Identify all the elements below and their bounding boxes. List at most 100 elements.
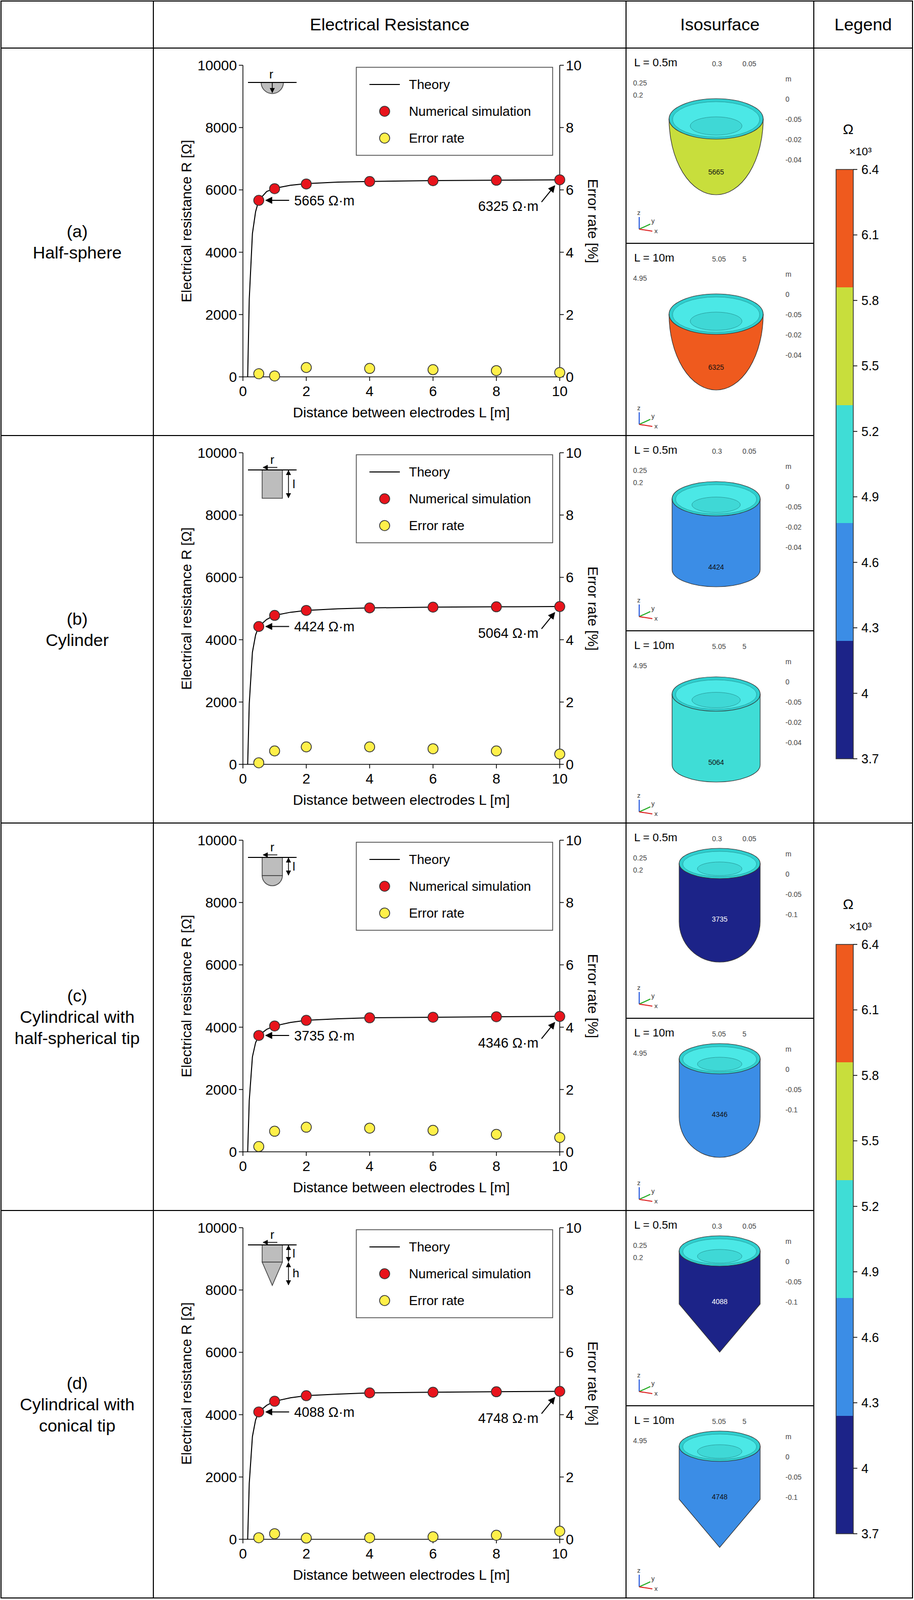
data-point — [554, 367, 565, 378]
plot-data — [247, 174, 565, 382]
x-tick-label: 6 — [429, 1546, 438, 1563]
y2-tick — [559, 701, 564, 703]
isosurface-panel: L = 10m5.0554.95m0-0.05-0.02-0.045064zyx — [633, 639, 802, 818]
row-label-line: (a) — [66, 221, 89, 241]
legend-label: Numerical simulation — [408, 1266, 531, 1282]
x-tick — [305, 377, 307, 382]
scale-label: -0.02 — [785, 330, 802, 340]
triad-label: x — [654, 1390, 658, 1398]
data-point — [269, 1021, 280, 1032]
data-point — [428, 1532, 439, 1543]
isosurface-inner — [675, 680, 757, 710]
isosurface-label: L = 10m — [634, 251, 675, 265]
y2-tick-label: 4 — [565, 632, 574, 649]
icon-shape — [262, 470, 283, 499]
scale-label: 0.05 — [742, 59, 757, 68]
data-point — [428, 175, 439, 186]
y-tick — [238, 376, 243, 378]
y-tick — [238, 1415, 243, 1417]
scale-label: 0.3 — [712, 1222, 723, 1231]
scale-label: m — [785, 462, 792, 471]
y-axis-line — [242, 65, 244, 378]
isosurface-rim — [679, 1431, 761, 1463]
isosurface-floor — [691, 692, 741, 709]
y2-tick — [559, 189, 564, 191]
isosurface-floor — [697, 1250, 742, 1264]
colorbar-band — [836, 169, 854, 288]
y2-tick — [559, 1089, 564, 1091]
data-point — [253, 1142, 264, 1153]
colorbar-tick-label: 4.6 — [861, 1331, 880, 1346]
legend-marker-key — [379, 908, 390, 919]
scale-label: 0.2 — [633, 478, 644, 487]
triad-axis — [638, 1380, 640, 1393]
subpanel-rule — [626, 242, 814, 244]
isosurface-value: 5665 — [708, 168, 724, 177]
isosurface-rim — [679, 1236, 761, 1267]
data-point — [364, 742, 375, 753]
theory-line — [247, 1016, 560, 1153]
data-point — [253, 1407, 264, 1418]
y2-tick-label: 0 — [565, 369, 574, 386]
data-point — [269, 183, 280, 194]
y2-tick — [559, 965, 564, 967]
x-tick-label: 2 — [302, 771, 311, 787]
x-tick — [369, 377, 371, 382]
isosurface-rim — [679, 1044, 761, 1075]
triad-axis — [638, 1575, 640, 1588]
y2-tick-label: 10 — [565, 57, 582, 74]
x-tick-label: 10 — [551, 1158, 568, 1175]
icon-arrow — [287, 1263, 289, 1286]
isosurface-value: 4424 — [708, 563, 724, 572]
plot-data — [247, 1387, 565, 1545]
x-tick — [242, 1540, 244, 1545]
y-tick — [238, 252, 243, 254]
scale-label: 0.25 — [633, 854, 647, 863]
x-axis-title: Distance between electrodes L [m] — [293, 792, 511, 809]
isosurface-label: L = 0.5m — [634, 56, 678, 69]
y-axis-title: Electrical resistance R [Ω] — [178, 1302, 195, 1466]
scale-label: 0 — [785, 1453, 790, 1462]
colorbar-tick — [853, 1468, 858, 1470]
isosurface-panel: L = 0.5m0.30.050.250.2m0-0.05-0.02-0.045… — [633, 56, 802, 235]
scale-label: -0.05 — [785, 1278, 802, 1287]
data-point — [253, 368, 264, 380]
isosurface-value: 4088 — [711, 1298, 728, 1307]
isosurface-floor — [691, 497, 741, 514]
data-point — [364, 1013, 375, 1024]
icon-label: r — [270, 452, 275, 467]
y2-axis-title: Error rate [%] — [585, 1342, 601, 1427]
row-label-line: Cylinder — [45, 630, 109, 650]
icon-arrow — [287, 470, 289, 498]
legend-marker-key — [379, 106, 390, 117]
y-tick — [238, 1027, 243, 1029]
x-tick — [242, 764, 244, 769]
scale-label: 5 — [742, 255, 747, 264]
y-tick-label: 0 — [228, 757, 237, 773]
legend-marker-key — [379, 133, 390, 144]
triad-axis — [639, 1582, 651, 1588]
y2-tick-label: 10 — [565, 445, 582, 462]
y-tick — [238, 1477, 243, 1479]
y2-tick-label: 6 — [565, 182, 574, 198]
scale-label: m — [785, 850, 792, 859]
isosurface-rim — [672, 677, 761, 712]
annotation: 4748 Ω·m — [478, 1398, 555, 1427]
y2-tick — [559, 64, 564, 66]
scale-label: 0.25 — [633, 78, 647, 88]
y2-tick — [559, 902, 564, 904]
colorbar-tick-label: 5.8 — [861, 1068, 880, 1084]
data-point — [301, 1122, 312, 1133]
data-point — [491, 365, 502, 377]
annotation-arrow — [265, 199, 289, 201]
y2-tick-label: 2 — [565, 1082, 574, 1099]
scale-label: 5.05 — [712, 1030, 726, 1039]
colorbar-tick-label: 4.3 — [861, 620, 880, 636]
data-point — [428, 1125, 439, 1136]
plot-data — [247, 1011, 565, 1153]
column-rule — [813, 1, 815, 1599]
x-tick — [495, 764, 497, 769]
colorbar-tick — [853, 496, 858, 498]
y2-tick-label: 10 — [565, 1220, 582, 1237]
x-tick — [305, 764, 307, 769]
